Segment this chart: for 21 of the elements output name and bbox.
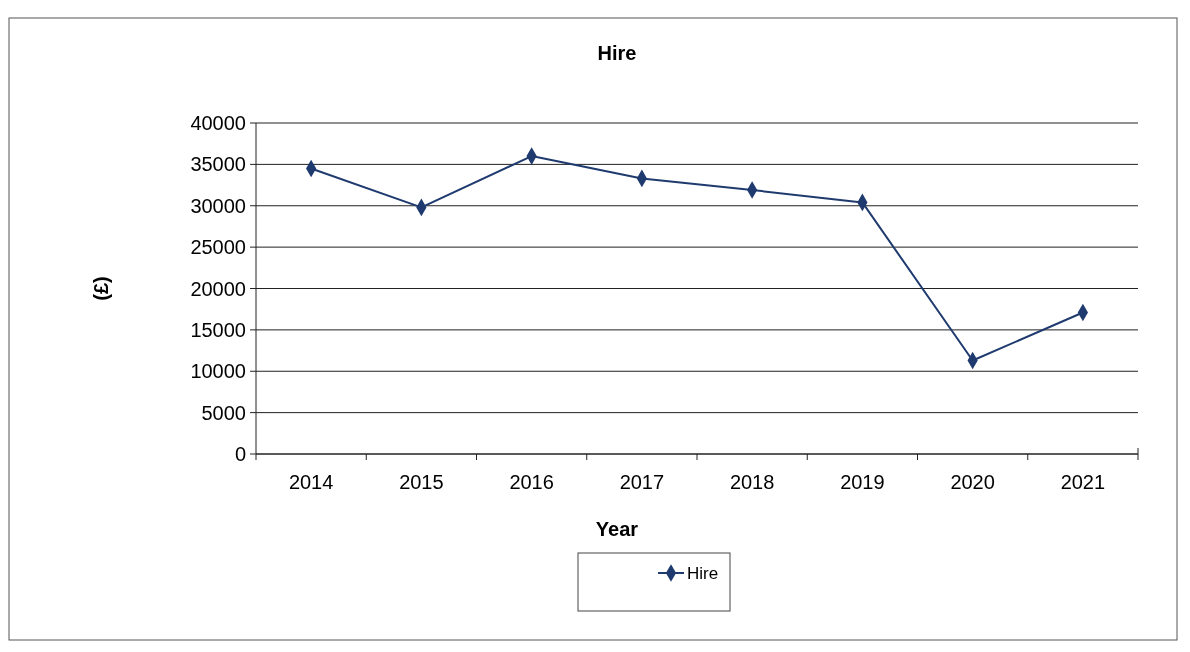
chart-title: Hire: [597, 42, 637, 64]
y-tick-label: 10000: [190, 360, 246, 383]
y-tick-label: 20000: [190, 277, 246, 300]
y-tick-label: 5000: [201, 401, 246, 424]
x-tick-label: 2021: [1060, 471, 1106, 493]
x-tick-label: 2014: [288, 471, 334, 493]
x-tick-label: 2017: [619, 471, 665, 493]
y-tick-label: 15000: [190, 318, 246, 341]
x-tick-label: 2020: [950, 471, 995, 493]
legend-label: Hire: [687, 563, 719, 583]
x-tick-label: 2016: [509, 471, 554, 493]
y-axis-title: (£): [90, 276, 112, 301]
x-tick-label: 2018: [729, 471, 775, 493]
y-tick-label: 25000: [190, 236, 246, 259]
x-tick-label: 2019: [840, 471, 885, 493]
y-tick-label: 0: [234, 443, 246, 465]
x-axis-title: Year: [595, 518, 639, 540]
y-tick-label: 30000: [190, 194, 246, 217]
y-tick-label: 35000: [190, 153, 246, 176]
y-tick-label: 40000: [190, 112, 246, 134]
x-tick-label: 2015: [399, 471, 444, 493]
